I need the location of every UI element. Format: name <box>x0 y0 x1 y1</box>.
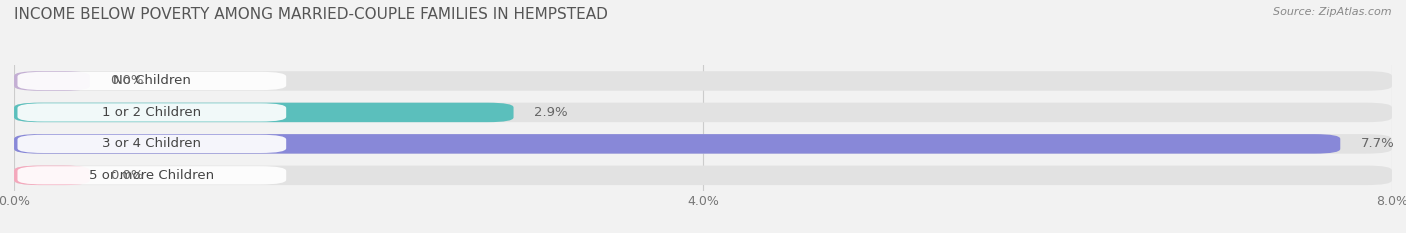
Text: No Children: No Children <box>112 75 191 87</box>
FancyBboxPatch shape <box>14 71 1392 91</box>
Text: 0.0%: 0.0% <box>111 75 143 87</box>
FancyBboxPatch shape <box>17 103 287 122</box>
FancyBboxPatch shape <box>14 166 1392 185</box>
FancyBboxPatch shape <box>14 71 90 91</box>
Text: 2.9%: 2.9% <box>534 106 568 119</box>
Text: 0.0%: 0.0% <box>111 169 143 182</box>
FancyBboxPatch shape <box>17 135 287 153</box>
FancyBboxPatch shape <box>14 134 1392 154</box>
FancyBboxPatch shape <box>14 103 1392 122</box>
Text: Source: ZipAtlas.com: Source: ZipAtlas.com <box>1274 7 1392 17</box>
Text: INCOME BELOW POVERTY AMONG MARRIED-COUPLE FAMILIES IN HEMPSTEAD: INCOME BELOW POVERTY AMONG MARRIED-COUPL… <box>14 7 607 22</box>
FancyBboxPatch shape <box>17 72 287 90</box>
Text: 5 or more Children: 5 or more Children <box>90 169 214 182</box>
FancyBboxPatch shape <box>14 134 1340 154</box>
Text: 7.7%: 7.7% <box>1361 137 1395 150</box>
FancyBboxPatch shape <box>14 166 90 185</box>
FancyBboxPatch shape <box>14 103 513 122</box>
Text: 3 or 4 Children: 3 or 4 Children <box>103 137 201 150</box>
FancyBboxPatch shape <box>17 166 287 185</box>
Text: 1 or 2 Children: 1 or 2 Children <box>103 106 201 119</box>
